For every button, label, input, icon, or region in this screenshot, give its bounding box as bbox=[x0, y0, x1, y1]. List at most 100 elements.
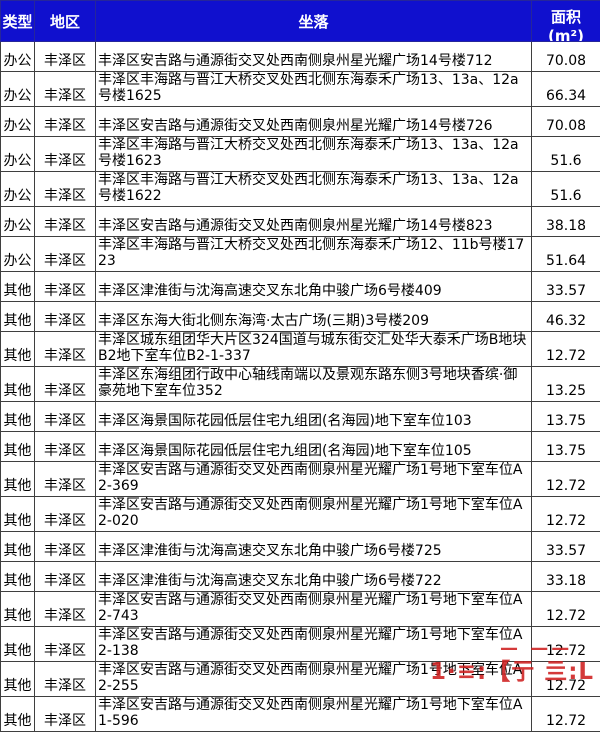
cell-area[interactable]: 12.72 bbox=[532, 697, 600, 732]
cell-type[interactable]: 其他 bbox=[1, 627, 35, 662]
cell-location[interactable]: 丰泽区安吉路与通源街交叉处西南侧泉州星光耀广场14号楼712 bbox=[96, 42, 532, 72]
cell-location[interactable]: 丰泽区海景国际花园低层住宅九组团(名海园)地下室车位103 bbox=[96, 402, 532, 432]
cell-location[interactable]: 丰泽区安吉路与通源街交叉处西南侧泉州星光耀广场14号楼726 bbox=[96, 107, 532, 137]
cell-location[interactable]: 丰泽区津淮街与沈海高速交叉东北角中骏广场6号楼722 bbox=[96, 562, 532, 592]
cell-type[interactable]: 其他 bbox=[1, 402, 35, 432]
cell-type[interactable]: 其他 bbox=[1, 562, 35, 592]
cell-type[interactable]: 其他 bbox=[1, 272, 35, 302]
cell-area[interactable]: 12.72 bbox=[532, 332, 600, 367]
cell-area[interactable]: 38.18 bbox=[532, 207, 600, 237]
cell-location[interactable]: 丰泽区丰海路与晋江大桥交叉处西北侧东海泰禾广场12、11b号楼1723 bbox=[96, 237, 532, 272]
cell-location[interactable]: 丰泽区丰海路与晋江大桥交叉处西北侧东海泰禾广场13、13a、12a号楼1625 bbox=[96, 72, 532, 107]
header-area: 面积 (m²) bbox=[532, 1, 600, 42]
cell-location[interactable]: 丰泽区安吉路与通源街交叉处西南侧泉州星光耀广场14号楼823 bbox=[96, 207, 532, 237]
cell-location[interactable]: 丰泽区东海组团行政中心轴线南端以及景观东路东侧3号地块香缤·御豪苑地下室车位35… bbox=[96, 367, 532, 402]
cell-type[interactable]: 其他 bbox=[1, 532, 35, 562]
cell-location[interactable]: 丰泽区城东组团华大片区324国道与城东街交汇处华大泰禾广场B地块B2地下室车位B… bbox=[96, 332, 532, 367]
cell-area[interactable]: 51.6 bbox=[532, 137, 600, 172]
cell-location[interactable]: 丰泽区安吉路与通源街交叉处西南侧泉州星光耀广场1号地下室车位A2-743 bbox=[96, 592, 532, 627]
table-row: 其他丰泽区丰泽区安吉路与通源街交叉处西南侧泉州星光耀广场1号地下室车位A2-13… bbox=[1, 627, 600, 662]
header-type: 类型 bbox=[1, 1, 35, 42]
table-row: 其他丰泽区丰泽区安吉路与通源街交叉处西南侧泉州星光耀广场1号地下室车位A2-36… bbox=[1, 462, 600, 497]
cell-district[interactable]: 丰泽区 bbox=[35, 662, 96, 697]
cell-type[interactable]: 其他 bbox=[1, 697, 35, 732]
cell-type[interactable]: 其他 bbox=[1, 462, 35, 497]
cell-district[interactable]: 丰泽区 bbox=[35, 497, 96, 532]
cell-district[interactable]: 丰泽区 bbox=[35, 532, 96, 562]
cell-type[interactable]: 办公 bbox=[1, 137, 35, 172]
cell-district[interactable]: 丰泽区 bbox=[35, 237, 96, 272]
cell-district[interactable]: 丰泽区 bbox=[35, 402, 96, 432]
cell-area[interactable]: 70.08 bbox=[532, 107, 600, 137]
cell-type[interactable]: 其他 bbox=[1, 592, 35, 627]
cell-type[interactable]: 办公 bbox=[1, 42, 35, 72]
cell-type[interactable]: 办公 bbox=[1, 107, 35, 137]
cell-district[interactable]: 丰泽区 bbox=[35, 42, 96, 72]
cell-type[interactable]: 办公 bbox=[1, 207, 35, 237]
cell-type[interactable]: 其他 bbox=[1, 497, 35, 532]
cell-type[interactable]: 其他 bbox=[1, 302, 35, 332]
cell-location[interactable]: 丰泽区东海大街北侧东海湾·太古广场(三期)3号楼209 bbox=[96, 302, 532, 332]
cell-district[interactable]: 丰泽区 bbox=[35, 592, 96, 627]
cell-area[interactable]: 12.72 bbox=[532, 462, 600, 497]
cell-location[interactable]: 丰泽区津淮街与沈海高速交叉东北角中骏广场6号楼409 bbox=[96, 272, 532, 302]
cell-area[interactable]: 13.75 bbox=[532, 402, 600, 432]
cell-area[interactable]: 12.72 bbox=[532, 592, 600, 627]
cell-area[interactable]: 66.34 bbox=[532, 72, 600, 107]
cell-location[interactable]: 丰泽区海景国际花园低层住宅九组团(名海园)地下室车位105 bbox=[96, 432, 532, 462]
cell-district[interactable]: 丰泽区 bbox=[35, 137, 96, 172]
cell-area[interactable]: 12.72 bbox=[532, 662, 600, 697]
header-area-line2: (m²) bbox=[548, 27, 584, 41]
cell-area[interactable]: 33.57 bbox=[532, 272, 600, 302]
cell-district[interactable]: 丰泽区 bbox=[35, 367, 96, 402]
cell-type[interactable]: 办公 bbox=[1, 237, 35, 272]
cell-district[interactable]: 丰泽区 bbox=[35, 627, 96, 662]
cell-type[interactable]: 其他 bbox=[1, 367, 35, 402]
cell-area[interactable]: 12.72 bbox=[532, 497, 600, 532]
cell-area[interactable]: 12.72 bbox=[532, 627, 600, 662]
cell-district[interactable]: 丰泽区 bbox=[35, 72, 96, 107]
cell-district[interactable]: 丰泽区 bbox=[35, 562, 96, 592]
cell-type[interactable]: 其他 bbox=[1, 662, 35, 697]
header-area-label: 面积 (m²) bbox=[532, 1, 600, 41]
cell-district[interactable]: 丰泽区 bbox=[35, 332, 96, 367]
cell-location[interactable]: 丰泽区安吉路与通源街交叉处西南侧泉州星光耀广场1号地下室车位A2-255 bbox=[96, 662, 532, 697]
cell-type[interactable]: 办公 bbox=[1, 172, 35, 207]
cell-area[interactable]: 70.08 bbox=[532, 42, 600, 72]
cell-location[interactable]: 丰泽区安吉路与通源街交叉处西南侧泉州星光耀广场1号地下室车位A2-138 bbox=[96, 627, 532, 662]
cell-location[interactable]: 丰泽区安吉路与通源街交叉处西南侧泉州星光耀广场1号地下室车位A2-369 bbox=[96, 462, 532, 497]
cell-district[interactable]: 丰泽区 bbox=[35, 302, 96, 332]
cell-district[interactable]: 丰泽区 bbox=[35, 207, 96, 237]
cell-area[interactable]: 51.64 bbox=[532, 237, 600, 272]
cell-district[interactable]: 丰泽区 bbox=[35, 697, 96, 732]
cell-area[interactable]: 13.75 bbox=[532, 432, 600, 462]
cell-type[interactable]: 其他 bbox=[1, 432, 35, 462]
cell-area[interactable]: 51.6 bbox=[532, 172, 600, 207]
table-row: 其他丰泽区丰泽区安吉路与通源街交叉处西南侧泉州星光耀广场1号地下室车位A2-74… bbox=[1, 592, 600, 627]
table-row: 办公丰泽区丰泽区丰海路与晋江大桥交叉处西北侧东海泰禾广场13、13a、12a号楼… bbox=[1, 72, 600, 107]
cell-district[interactable]: 丰泽区 bbox=[35, 432, 96, 462]
cell-district[interactable]: 丰泽区 bbox=[35, 272, 96, 302]
cell-area[interactable]: 33.57 bbox=[532, 532, 600, 562]
cell-district[interactable]: 丰泽区 bbox=[35, 172, 96, 207]
table-row: 其他丰泽区丰泽区安吉路与通源街交叉处西南侧泉州星光耀广场1号地下室车位A2-25… bbox=[1, 662, 600, 697]
table-row: 其他丰泽区丰泽区安吉路与通源街交叉处西南侧泉州星光耀广场1号地下室车位A1-59… bbox=[1, 697, 600, 732]
cell-location[interactable]: 丰泽区丰海路与晋江大桥交叉处西北侧东海泰禾广场13、13a、12a号楼1623 bbox=[96, 137, 532, 172]
cell-location[interactable]: 丰泽区安吉路与通源街交叉处西南侧泉州星光耀广场1号地下室车位A2-020 bbox=[96, 497, 532, 532]
cell-type[interactable]: 办公 bbox=[1, 72, 35, 107]
cell-location[interactable]: 丰泽区安吉路与通源街交叉处西南侧泉州星光耀广场1号地下室车位A1-596 bbox=[96, 697, 532, 732]
cell-area[interactable]: 13.25 bbox=[532, 367, 600, 402]
cell-location[interactable]: 丰泽区津淮街与沈海高速交叉东北角中骏广场6号楼725 bbox=[96, 532, 532, 562]
header-district: 地区 bbox=[35, 1, 96, 42]
cell-location[interactable]: 丰泽区丰海路与晋江大桥交叉处西北侧东海泰禾广场13、13a、12a号楼1622 bbox=[96, 172, 532, 207]
table-row: 办公丰泽区丰泽区丰海路与晋江大桥交叉处西北侧东海泰禾广场13、13a、12a号楼… bbox=[1, 137, 600, 172]
cell-area[interactable]: 33.18 bbox=[532, 562, 600, 592]
cell-district[interactable]: 丰泽区 bbox=[35, 107, 96, 137]
cell-area[interactable]: 46.32 bbox=[532, 302, 600, 332]
cell-type[interactable]: 其他 bbox=[1, 332, 35, 367]
cell-district[interactable]: 丰泽区 bbox=[35, 462, 96, 497]
